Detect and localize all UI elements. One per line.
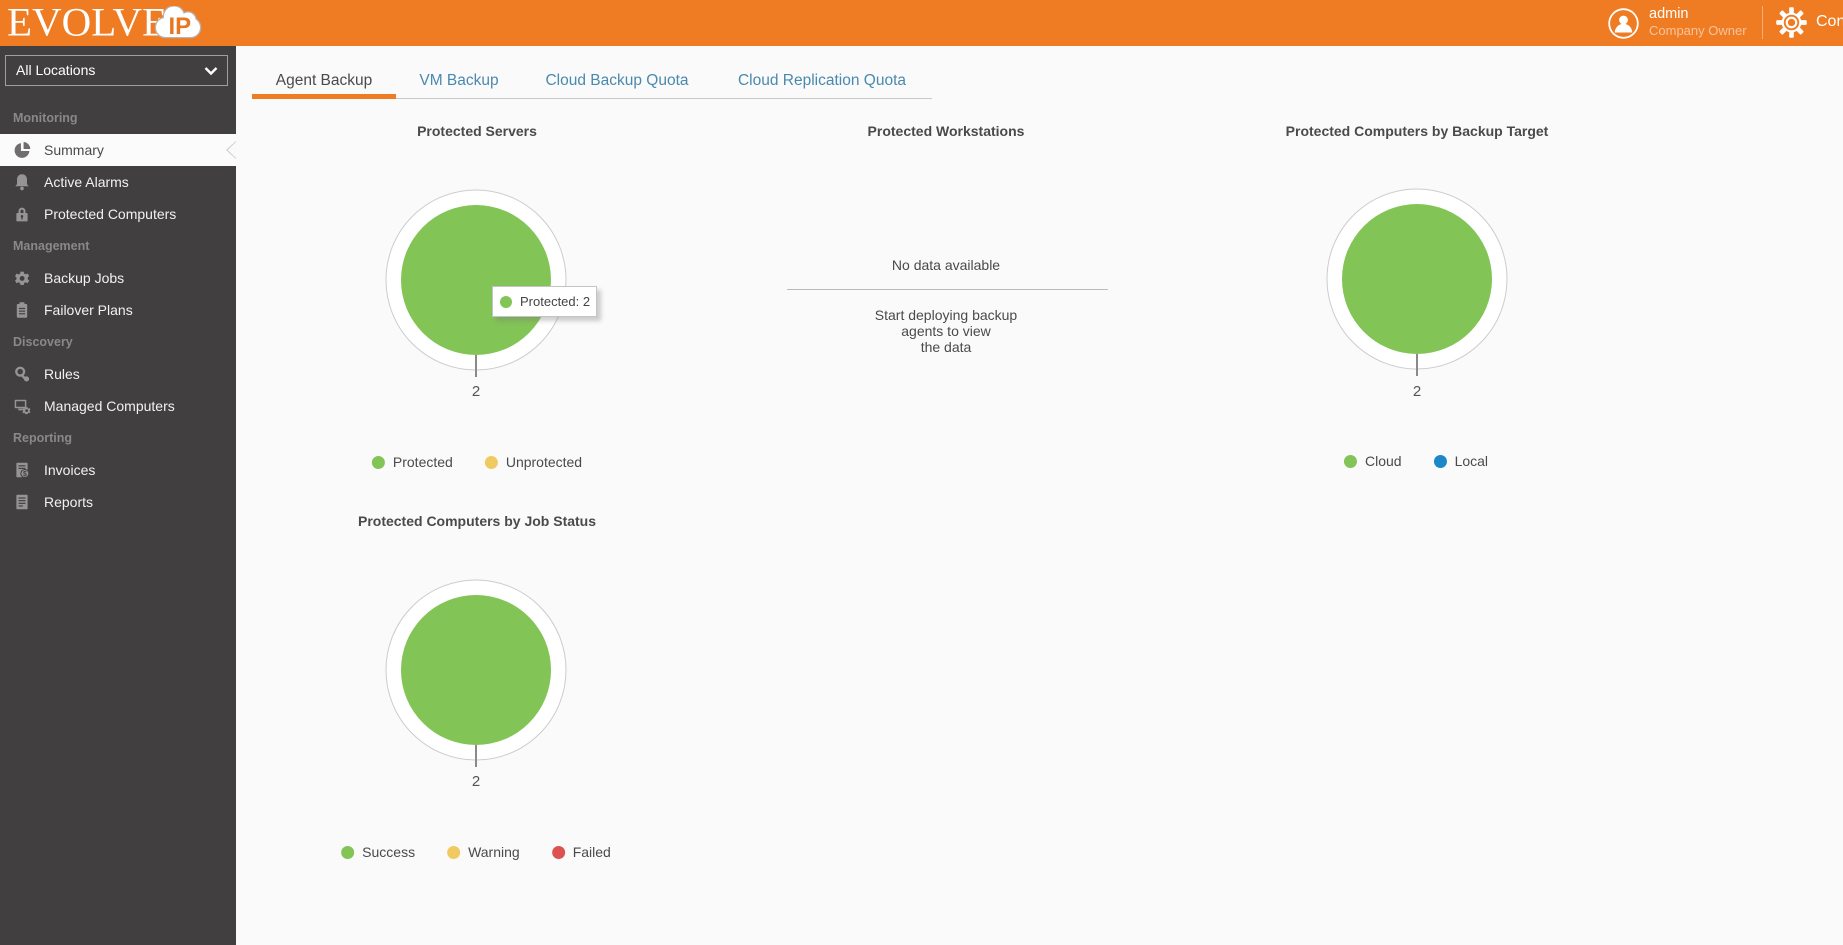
svg-text:$: $ [23,471,27,478]
svg-text:IP: IP [169,13,192,39]
